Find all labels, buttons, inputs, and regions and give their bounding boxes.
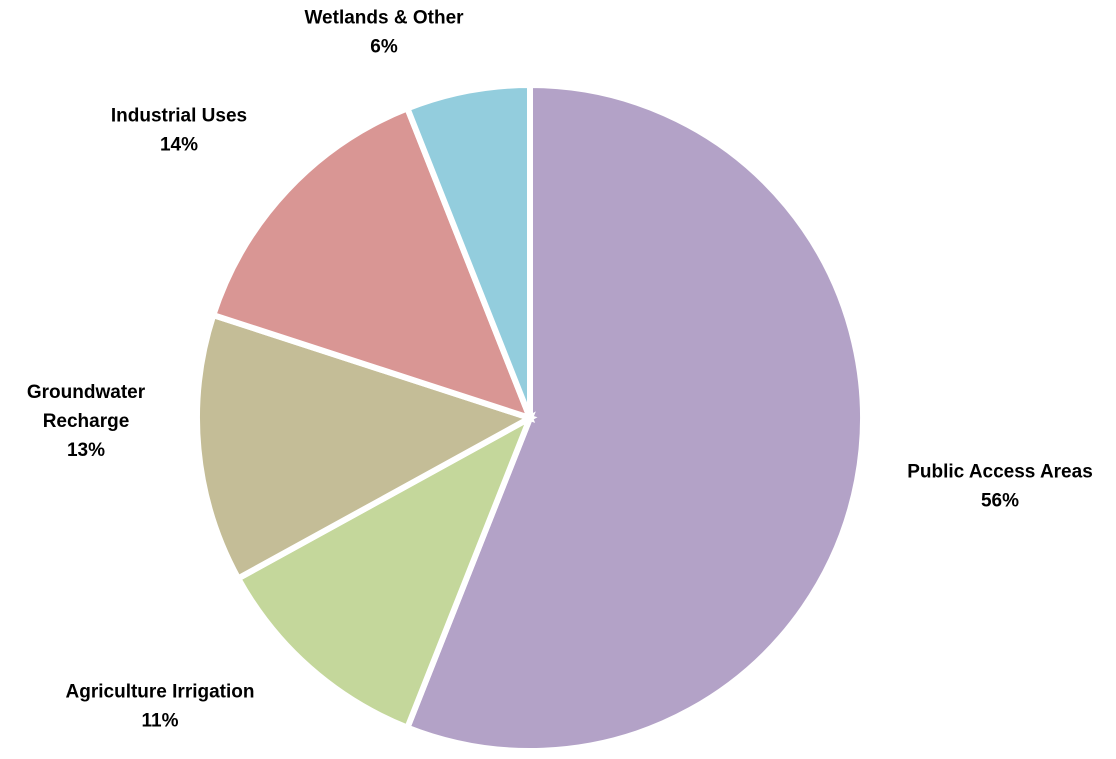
category-label: Groundwater — [27, 382, 146, 403]
data-label-public-access-areas: Public Access Areas 56% — [907, 462, 1093, 512]
pie-slices — [194, 81, 866, 754]
percent-label: 14% — [160, 135, 198, 156]
slice-agriculture-irrigation — [234, 411, 536, 732]
category-label: Agriculture Irrigation — [66, 682, 255, 703]
data-label-groundwater-recharge: Groundwater Recharge 13% — [27, 382, 146, 461]
percent-label: 56% — [981, 491, 1019, 512]
slice-groundwater-recharge — [194, 311, 538, 583]
data-label-industrial-uses: Industrial Uses 14% — [111, 106, 247, 156]
percent-label: 6% — [370, 37, 398, 58]
category-label: Wetlands & Other — [304, 8, 464, 29]
pie-labels: Public Access Areas 56% Agriculture Irriga… — [27, 8, 1093, 732]
category-label: Industrial Uses — [111, 106, 247, 127]
data-label-wetlands-and-other: Wetlands & Other 6% — [304, 8, 464, 58]
data-label-agriculture-irrigation: Agriculture Irrigation 11% — [66, 682, 255, 732]
slice-industrial-uses — [209, 104, 536, 423]
category-label: Public Access Areas — [907, 462, 1093, 483]
percent-label: 13% — [67, 440, 105, 461]
percent-label: 11% — [142, 711, 179, 732]
category-label: Recharge — [43, 411, 130, 432]
slice-wetlands-and-other — [403, 81, 533, 420]
slice-public-access-areas — [403, 81, 866, 754]
